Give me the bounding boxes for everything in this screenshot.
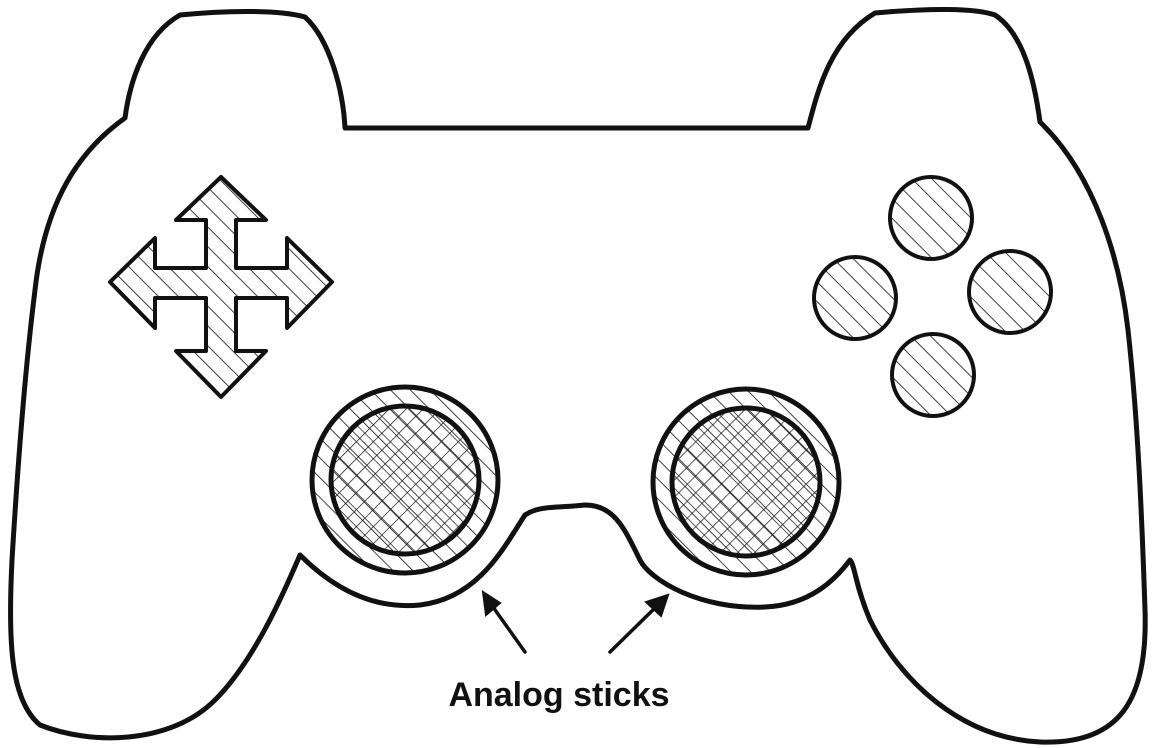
annotation-arrows (481, 589, 670, 654)
dpad (108, 175, 334, 399)
face-button-top (888, 175, 974, 261)
face-button-bottom (890, 332, 976, 418)
analog-sticks-label: Analog sticks (448, 676, 670, 714)
face-buttons (812, 175, 1053, 418)
arrow-right (608, 601, 662, 654)
right-stick-cap (669, 405, 823, 559)
left-stick-cap (328, 403, 482, 557)
face-button-left (812, 255, 898, 341)
left-analog-stick (309, 384, 501, 576)
right-analog-stick (650, 386, 842, 578)
controller-body (7, 6, 1148, 745)
face-button-right (967, 249, 1053, 335)
arrow-right-head (644, 593, 670, 618)
arrow-left-head (481, 589, 502, 617)
dpad-icon (108, 175, 334, 399)
